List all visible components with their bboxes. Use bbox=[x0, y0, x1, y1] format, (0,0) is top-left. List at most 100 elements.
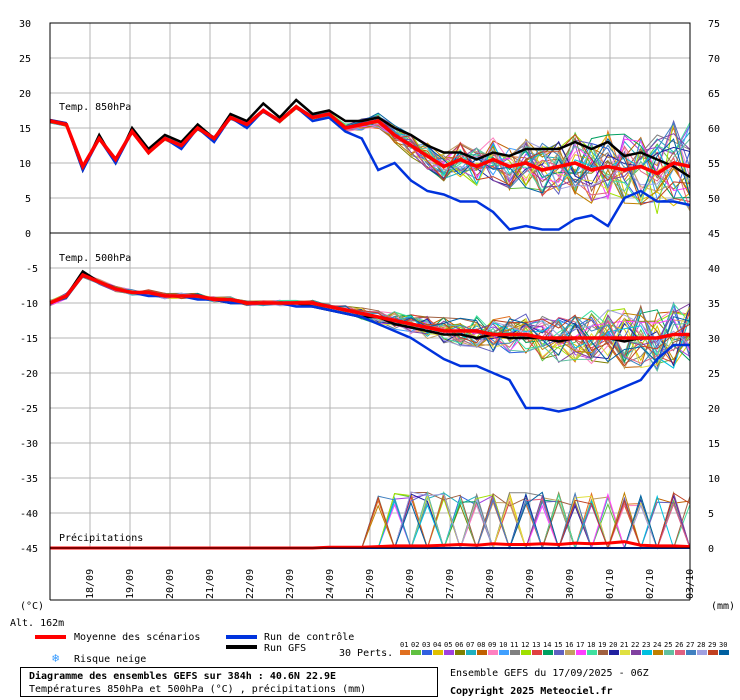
plot-frames bbox=[49, 22, 691, 601]
pert-legend-label: 23 bbox=[642, 641, 650, 649]
upper-ytick-right: 65 bbox=[708, 89, 720, 100]
lower-ytick-left: -10 bbox=[20, 299, 38, 310]
pert-legend-swatches: 01 02 03 04 05 06 07 08 09 10 11 12 13 14 15 16 17 18 19 20… bbox=[400, 641, 729, 655]
footer-subtitle: Températures 850hPa et 500hPa (°C) , pré… bbox=[29, 684, 367, 695]
x-date-label: 25/09 bbox=[365, 569, 376, 599]
pert-legend-swatch bbox=[609, 650, 619, 655]
pert-legend-label: 04 bbox=[433, 641, 441, 649]
upper-ytick-right: 55 bbox=[708, 159, 720, 170]
pert-legend-label: 02 bbox=[411, 641, 419, 649]
x-date-label: 23/09 bbox=[285, 569, 296, 599]
pert-legend-swatch bbox=[653, 650, 663, 655]
footer-copyright: Copyright 2025 Meteociel.fr bbox=[450, 685, 613, 697]
pert-legend-swatch bbox=[664, 650, 674, 655]
x-date-label: 01/10 bbox=[605, 569, 616, 599]
lower-ytick-right: 15 bbox=[708, 439, 720, 450]
pert-legend-label: 07 bbox=[466, 641, 474, 649]
pert-legend-swatch bbox=[433, 650, 443, 655]
upper-ytick-left: 15 bbox=[19, 124, 31, 135]
x-date-label: 02/10 bbox=[645, 569, 656, 599]
pert-legend-label: 25 bbox=[664, 641, 672, 649]
pert-legend-label: 08 bbox=[477, 641, 485, 649]
upper-ytick-left: 10 bbox=[19, 159, 31, 170]
x-date-label: 30/09 bbox=[565, 569, 576, 599]
upper-ytick-right: 50 bbox=[708, 194, 720, 205]
pert-legend-swatch bbox=[422, 650, 432, 655]
legend-gfs-label: Run GFS bbox=[264, 643, 306, 654]
grid-lines bbox=[50, 22, 690, 549]
lower-mean-line bbox=[49, 272, 690, 340]
lower-ytick-right: 35 bbox=[708, 299, 720, 310]
pert-legend-swatch bbox=[719, 650, 729, 655]
x-date-label: 27/09 bbox=[445, 569, 456, 599]
lower-ytick-right: 40 bbox=[708, 264, 720, 275]
x-date-label: 19/09 bbox=[125, 569, 136, 599]
pert-legend-label: 22 bbox=[631, 641, 639, 649]
pert-legend-label: 17 bbox=[576, 641, 584, 649]
pert-legend-label: 28 bbox=[697, 641, 705, 649]
elevation-label: Alt. 162m bbox=[10, 618, 64, 629]
right-units-label: (mm) bbox=[711, 601, 735, 612]
pert-legend-swatch bbox=[642, 650, 652, 655]
x-date-label: 21/09 bbox=[205, 569, 216, 599]
x-date-label: 20/09 bbox=[165, 569, 176, 599]
lower-ytick-left: -5 bbox=[26, 264, 38, 275]
pert-legend-swatch bbox=[620, 650, 630, 655]
pert-legend-swatch bbox=[631, 650, 641, 655]
pert-legend-label: 03 bbox=[422, 641, 430, 649]
upper-ytick-left: 30 bbox=[19, 19, 31, 30]
lower-ytick-right: 10 bbox=[708, 474, 720, 485]
upper-ytick-right: 70 bbox=[708, 54, 720, 65]
pert-legend-label: 15 bbox=[554, 641, 562, 649]
pert-legend-swatch bbox=[532, 650, 542, 655]
lower-ytick-left: -45 bbox=[20, 544, 38, 555]
pert-legend-label: 14 bbox=[543, 641, 551, 649]
x-date-label: 22/09 bbox=[245, 569, 256, 599]
upper-ytick-right: 75 bbox=[708, 19, 720, 30]
legend-snow-label: Risque neige bbox=[74, 654, 146, 665]
footer-title-box: Diagramme des ensembles GEFS sur 384h : … bbox=[20, 667, 438, 697]
x-date-label: 26/09 bbox=[405, 569, 416, 599]
lower-ytick-right: 20 bbox=[708, 404, 720, 415]
pert-legend-label: 20 bbox=[609, 641, 617, 649]
lower-ytick-left: -35 bbox=[20, 474, 38, 485]
pert-legend-label: 09 bbox=[488, 641, 496, 649]
upper-ytick-left: 20 bbox=[19, 89, 31, 100]
pert-legend-label: 19 bbox=[598, 641, 606, 649]
pert-legend-label: 24 bbox=[653, 641, 661, 649]
pert-legend-swatch bbox=[686, 650, 696, 655]
upper-ytick-right: 45 bbox=[708, 229, 720, 240]
lower-ytick-right: 25 bbox=[708, 369, 720, 380]
pert-legend-swatch bbox=[598, 650, 608, 655]
pert-legend-label: 12 bbox=[521, 641, 529, 649]
pert-legend-swatch bbox=[466, 650, 476, 655]
pert-legend-swatch bbox=[576, 650, 586, 655]
lower-ytick-right: 0 bbox=[708, 544, 714, 555]
pert-legend-swatch bbox=[455, 650, 465, 655]
lower-ytick-left: -15 bbox=[20, 334, 38, 345]
pert-legend-label: 06 bbox=[455, 641, 463, 649]
pert-legend-label: 26 bbox=[675, 641, 683, 649]
x-date-label: 29/09 bbox=[525, 569, 536, 599]
pert-legend-swatch bbox=[543, 650, 553, 655]
lower-panel-temp-label: Temp. 500hPa bbox=[59, 253, 131, 264]
legend-perts-label: 30 Perts. bbox=[339, 648, 393, 659]
pert-legend-swatch bbox=[521, 650, 531, 655]
pert-legend-swatch bbox=[587, 650, 597, 655]
pert-legend-swatch bbox=[510, 650, 520, 655]
upper-ytick-left: 0 bbox=[25, 229, 31, 240]
left-units-label: (°C) bbox=[20, 601, 44, 612]
legend-control-label: Run de contrôle bbox=[264, 631, 354, 643]
upper-ytick-left: 25 bbox=[19, 54, 31, 65]
precip-label: Précipitations bbox=[59, 532, 143, 544]
lower-ytick-right: 5 bbox=[708, 509, 714, 520]
pert-legend-swatch bbox=[400, 650, 410, 655]
lower-ytick-left: -40 bbox=[20, 509, 38, 520]
legend: Moyenne des scénarios Run de contrôle Ru… bbox=[35, 631, 729, 665]
footer-run-label: Ensemble GEFS du 17/09/2025 - 06Z bbox=[450, 668, 649, 679]
upper-ytick-right: 60 bbox=[708, 124, 720, 135]
lower-ytick-left: -25 bbox=[20, 404, 38, 415]
